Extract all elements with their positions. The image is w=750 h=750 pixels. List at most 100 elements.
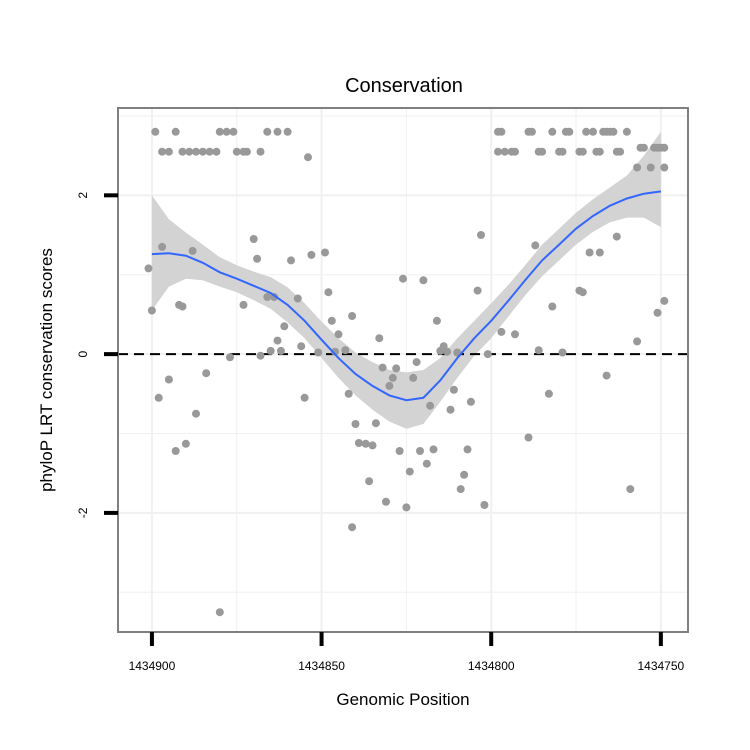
data-point	[473, 286, 482, 295]
data-point	[538, 147, 547, 156]
data-point	[324, 288, 333, 297]
data-point	[151, 127, 160, 136]
data-point	[378, 363, 387, 372]
data-point	[192, 409, 200, 418]
data-point	[229, 127, 238, 136]
data-point	[287, 256, 295, 265]
data-point	[215, 608, 224, 617]
data-point	[344, 389, 353, 398]
data-point	[304, 153, 312, 162]
data-point	[653, 308, 662, 317]
data-point	[416, 447, 424, 455]
data-point	[585, 248, 594, 257]
data-point	[609, 127, 618, 136]
data-point	[497, 127, 506, 136]
data-point	[273, 127, 282, 136]
data-point	[283, 127, 292, 136]
data-point	[429, 445, 438, 454]
y-tick-label: 0	[76, 350, 90, 357]
data-point	[422, 459, 431, 468]
y-tick-label: -2	[76, 507, 90, 518]
data-point	[548, 302, 557, 311]
data-point	[365, 477, 374, 486]
data-point	[368, 441, 377, 450]
data-point	[558, 147, 567, 156]
data-point	[307, 250, 316, 259]
data-point	[480, 501, 489, 509]
data-point	[626, 485, 635, 494]
data-point	[419, 276, 428, 285]
data-point	[185, 147, 194, 156]
data-point	[297, 342, 306, 351]
data-point	[616, 147, 625, 156]
data-point	[263, 127, 272, 136]
data-point	[388, 373, 397, 382]
data-point	[192, 147, 200, 156]
plot-panel-border	[117, 107, 689, 633]
data-point	[460, 470, 469, 479]
data-point	[409, 373, 418, 382]
data-point	[443, 347, 452, 356]
data-point	[622, 127, 631, 136]
x-tick-label: 1434800	[468, 659, 515, 673]
plot-panel	[118, 108, 688, 632]
data-point	[382, 497, 390, 506]
x-axis: 1434900 1434850 1434800 1434750	[129, 632, 685, 673]
data-point	[164, 375, 173, 384]
data-point	[500, 147, 509, 156]
data-point	[449, 385, 458, 394]
x-tick-label: 1434750	[637, 659, 684, 673]
data-point	[158, 242, 167, 251]
data-point	[215, 127, 224, 136]
data-point	[300, 393, 309, 402]
data-point	[293, 294, 302, 303]
data-point	[171, 127, 180, 136]
data-point	[280, 322, 289, 331]
confidence-band	[151, 131, 661, 429]
data-point	[646, 163, 655, 172]
data-point	[412, 358, 421, 367]
data-point	[544, 389, 553, 398]
data-point	[164, 147, 173, 156]
data-point	[639, 143, 648, 152]
data-point	[385, 381, 394, 390]
data-point	[395, 447, 404, 455]
data-point	[158, 147, 167, 156]
data-point	[527, 127, 536, 136]
data-point	[494, 147, 502, 156]
data-point	[375, 334, 384, 343]
data-point	[188, 246, 197, 255]
data-point	[253, 254, 262, 263]
data-point	[463, 445, 472, 454]
data-point	[273, 336, 282, 345]
data-point	[531, 241, 540, 250]
data-point	[351, 420, 360, 428]
data-point	[202, 369, 211, 378]
data-point	[178, 147, 187, 156]
data-point	[154, 393, 163, 402]
data-point	[205, 147, 214, 156]
data-point	[181, 439, 190, 448]
data-point	[266, 346, 275, 355]
data-point	[633, 337, 642, 346]
data-point	[178, 302, 187, 311]
data-point	[249, 235, 258, 243]
data-point	[578, 147, 587, 156]
data-point	[589, 127, 597, 136]
data-point	[341, 346, 350, 355]
data-point	[511, 147, 519, 156]
data-point	[256, 351, 265, 360]
data-point	[548, 127, 557, 136]
data-point	[582, 127, 591, 136]
data-point	[466, 397, 475, 406]
data-point	[399, 274, 407, 283]
data-point	[578, 288, 587, 297]
data-point	[660, 296, 669, 305]
data-point	[314, 348, 323, 357]
data-point	[446, 405, 455, 414]
smooth-trend-line	[151, 190, 662, 402]
data-point	[524, 433, 533, 442]
data-point	[565, 127, 574, 136]
data-point	[276, 346, 285, 355]
